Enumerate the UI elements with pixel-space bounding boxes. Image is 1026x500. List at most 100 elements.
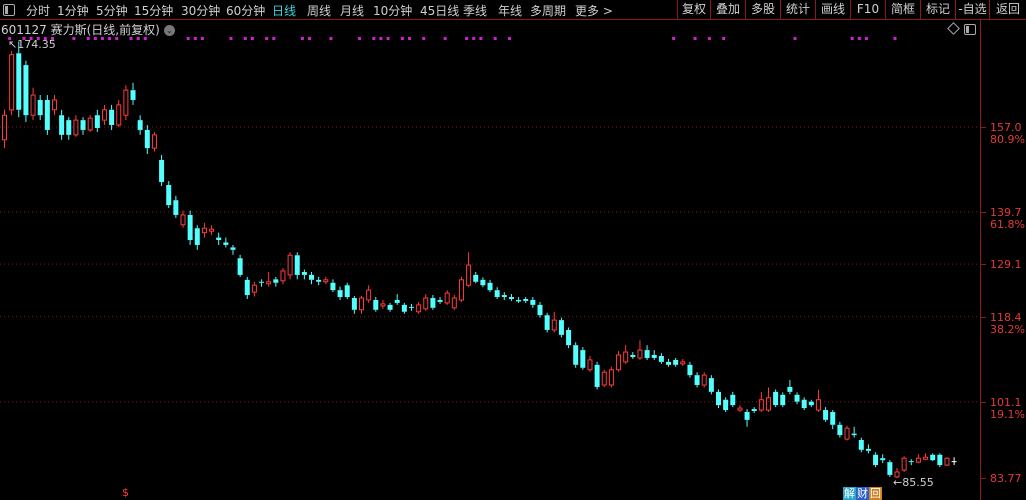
candle-body-down <box>294 255 300 275</box>
toolbar-button-4[interactable]: 画线 <box>815 0 850 19</box>
candle-body-down <box>501 295 507 298</box>
candle-body-up <box>623 351 629 363</box>
fib-percent: 38.2% <box>990 322 1025 336</box>
panel-toggle-icon[interactable] <box>3 4 15 16</box>
tab-period-0[interactable]: 分时 <box>26 4 51 18</box>
tab-period-7[interactable]: 周线 <box>307 4 332 18</box>
event-marker <box>272 37 276 40</box>
candle-body-down <box>644 350 650 358</box>
candle-body-down <box>673 359 679 365</box>
candle-body-up <box>423 297 429 310</box>
candle-body-down <box>59 115 65 135</box>
candle-body-up <box>587 359 593 371</box>
candle-body-down <box>494 290 500 298</box>
candle-body-down <box>16 53 22 110</box>
candle-body-down <box>330 282 336 291</box>
candle-body-down <box>480 279 486 286</box>
candlestick-chart <box>0 37 980 479</box>
tab-period-9[interactable]: 10分钟 <box>373 4 413 18</box>
event-marker <box>465 37 469 40</box>
tab-period-5[interactable]: 60分钟 <box>226 4 266 18</box>
info-button-0[interactable]: 解 <box>843 487 856 500</box>
event-marker <box>300 37 304 40</box>
tab-period-1[interactable]: 1分钟 <box>57 4 89 18</box>
toolbar-button-5[interactable]: F10 <box>850 0 885 19</box>
event-marker <box>72 37 76 40</box>
toolbar-button-8[interactable]: -自选 <box>955 0 989 19</box>
toolbar-button-0[interactable]: 复权 <box>677 0 710 19</box>
panel-toggle-icon[interactable] <box>964 24 976 35</box>
candle-body-down <box>830 412 836 425</box>
candle-body-down <box>801 399 807 409</box>
candle-body-up <box>380 303 386 307</box>
candle-body-down <box>837 424 843 436</box>
candle-body-up <box>116 104 122 126</box>
tab-period-13[interactable]: 多周期 <box>530 4 567 18</box>
event-marker <box>100 37 104 40</box>
candle-body-down <box>159 159 165 183</box>
tab-period-11[interactable]: 季线 <box>463 4 488 18</box>
info-button-2[interactable]: 回 <box>869 487 882 500</box>
candle-body-up <box>2 114 7 141</box>
tab-period-14[interactable]: 更多 > <box>575 4 613 18</box>
tab-period-3[interactable]: 15分钟 <box>134 4 174 18</box>
candle-body-down <box>94 115 100 128</box>
candle-body-down <box>173 200 179 215</box>
event-marker <box>136 37 140 40</box>
toolbar-button-6[interactable]: 简框 <box>885 0 920 19</box>
toolbar-button-7[interactable]: 标记 <box>920 0 955 19</box>
candle-body-up <box>201 227 207 234</box>
candle-body-down <box>780 394 786 406</box>
candle-body-down <box>37 99 43 116</box>
chart-title: 601127 赛力斯(日线,前复权) ⌄ <box>1 21 175 38</box>
event-marker <box>493 37 497 40</box>
tab-period-4[interactable]: 30分钟 <box>181 4 221 18</box>
event-marker <box>707 37 711 40</box>
candle-body-down <box>437 299 443 302</box>
candle-body-down <box>630 355 636 357</box>
candle-body-down <box>487 282 493 291</box>
candle-body-up <box>151 134 157 149</box>
info-button-1[interactable]: 财 <box>856 487 869 500</box>
toolbar-button-3[interactable]: 统计 <box>780 0 815 19</box>
candle-body-down <box>130 90 136 100</box>
dividend-marker[interactable]: $ <box>122 486 129 499</box>
candle-body-down <box>259 281 265 283</box>
candle-body-up <box>844 427 850 440</box>
event-marker <box>229 37 233 40</box>
event-marker <box>672 37 676 40</box>
tab-period-2[interactable]: 5分钟 <box>96 4 128 18</box>
candle-body-down <box>109 109 115 126</box>
candle-body-down <box>730 394 736 406</box>
candle-body-down <box>473 274 479 282</box>
candle-body-down <box>44 99 50 130</box>
tab-period-12[interactable]: 年线 <box>498 4 523 18</box>
tab-period-10[interactable]: 45日线 <box>420 4 460 18</box>
tab-period-8[interactable]: 月线 <box>340 4 365 18</box>
event-marker <box>358 37 361 40</box>
candle-body-down <box>373 299 379 310</box>
candle-body-down <box>808 401 814 406</box>
candle-body-up <box>737 407 743 411</box>
candle-body-up <box>923 456 929 460</box>
candle-body-down <box>23 65 29 116</box>
candle-body-up <box>73 119 79 136</box>
event-marker <box>443 37 447 40</box>
candle-body-down <box>566 329 572 346</box>
chevron-down-circle-icon[interactable]: ⌄ <box>163 25 175 36</box>
candle-body-down <box>144 129 150 149</box>
candle-body-down <box>166 184 172 206</box>
candle-body-up <box>815 399 821 411</box>
candle-body-up <box>608 369 614 386</box>
toolbar-button-9[interactable]: 返回 <box>989 0 1026 19</box>
toolbar-button-1[interactable]: 叠加 <box>710 0 745 19</box>
event-marker <box>186 37 190 40</box>
candle-body-down <box>316 279 322 282</box>
event-marker <box>243 37 247 40</box>
price-tick: 101.1 <box>990 395 1022 409</box>
tab-period-6[interactable]: 日线 <box>272 4 297 18</box>
candle-body-up <box>123 89 129 116</box>
event-marker <box>43 37 47 40</box>
candle-body-up <box>180 214 186 226</box>
toolbar-button-2[interactable]: 多股 <box>745 0 780 19</box>
